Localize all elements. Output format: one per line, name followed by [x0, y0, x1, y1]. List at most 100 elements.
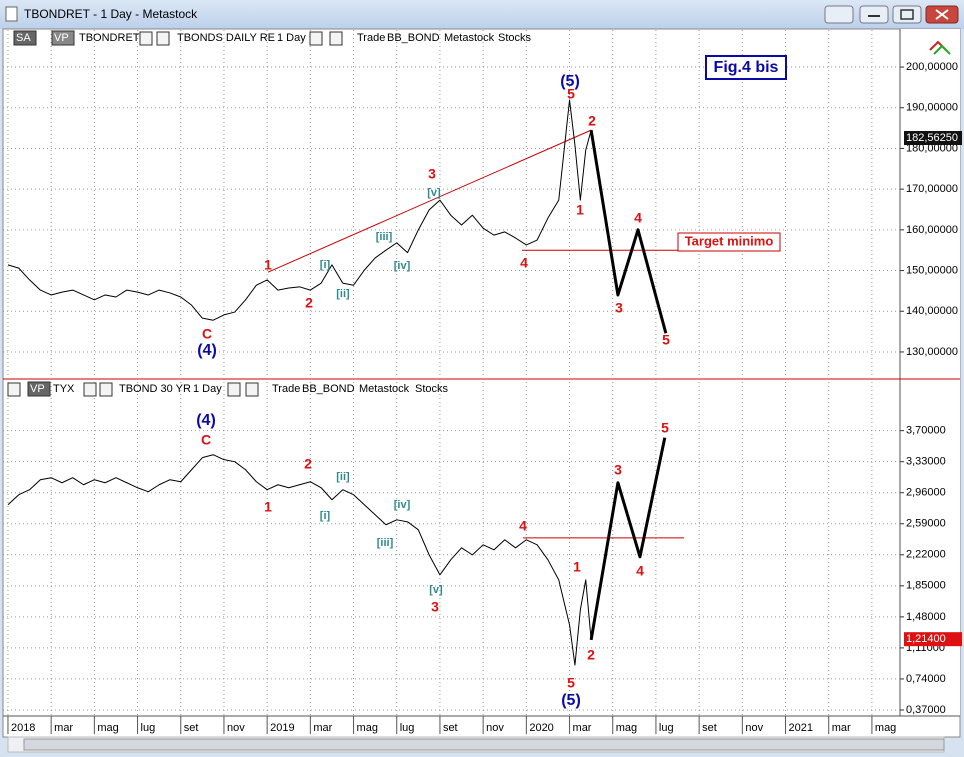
header-text: TBOND 30 YR	[119, 383, 191, 395]
last-price-tag	[904, 131, 962, 146]
x-tick-label: set	[184, 722, 199, 734]
wave-label: [iii]	[377, 537, 394, 549]
toolbar-icon[interactable]	[929, 40, 951, 55]
x-tick-label: 2019	[270, 722, 294, 734]
x-tick-label: 2020	[529, 722, 553, 734]
y-tick-label: 2,96000	[906, 487, 946, 499]
wave-label: 2	[304, 456, 312, 472]
y-tick-label: 0,74000	[906, 673, 946, 685]
x-tick-label: nov	[227, 722, 245, 734]
wave-label: 5	[662, 332, 670, 348]
x-tick-label: lug	[400, 722, 415, 734]
wave-label: [iv]	[394, 260, 411, 272]
y-tick-label: 2,59000	[906, 518, 946, 530]
x-tick-label: mag	[875, 722, 896, 734]
x-tick-label: mar	[54, 722, 73, 734]
header-text: VP	[54, 32, 69, 44]
x-tick-label: mar	[832, 722, 851, 734]
x-tick-label: lug	[141, 722, 156, 734]
x-tick-label: set	[443, 722, 458, 734]
wave-label: 4	[636, 563, 644, 579]
wave-label: 1	[264, 499, 272, 515]
x-tick-label: lug	[659, 722, 674, 734]
wave-label: (4)	[197, 342, 217, 359]
wave-label: 4	[520, 255, 528, 271]
symbol-label: TBONDRET	[79, 32, 140, 44]
wave-label: 3	[428, 166, 436, 182]
x-tick-label: mag	[616, 722, 637, 734]
target-label: Target minimo	[685, 233, 774, 248]
x-tick-label: nov	[486, 722, 504, 734]
target-box	[677, 232, 781, 252]
header-text: BB_BOND	[302, 383, 355, 395]
header-text: Trade	[357, 32, 385, 44]
wave-label: [iv]	[394, 499, 411, 511]
wave-label: C	[202, 326, 212, 342]
wave-label: 1	[576, 202, 584, 218]
dropdown-button[interactable]	[245, 382, 259, 397]
wave-label: 5	[567, 86, 575, 102]
header-text: VP	[30, 383, 45, 395]
close-icon	[935, 9, 949, 20]
dropdown-button[interactable]	[227, 382, 241, 397]
x-tick-label: mar	[313, 722, 332, 734]
dropdown-button[interactable]	[156, 31, 170, 46]
wave-label: (5)	[561, 692, 581, 709]
dropdown-button[interactable]	[7, 382, 21, 397]
chart-area	[2, 28, 961, 738]
y-tick-label: 3,70000	[906, 425, 946, 437]
wave-label: [i]	[320, 510, 331, 522]
y-tick-label: 180,00000	[906, 142, 958, 154]
y-tick-label: 200,00000	[906, 61, 958, 73]
wave-label: 5	[661, 420, 669, 436]
wave-label: [v]	[429, 584, 443, 596]
scrollbar-thumb[interactable]	[23, 738, 945, 751]
restore-pane-button[interactable]	[824, 5, 854, 24]
header-text: Trade	[272, 383, 300, 395]
header-text: SA	[16, 32, 31, 44]
dropdown-button[interactable]	[329, 31, 343, 46]
header-button[interactable]	[51, 30, 75, 46]
wave-label: 3	[615, 300, 623, 316]
wave-label: 2	[587, 647, 595, 663]
app-icon	[5, 6, 18, 22]
wave-label: 1	[573, 559, 581, 575]
window-title: TBONDRET - 1 Day - Metastock	[24, 7, 198, 21]
last-price-tag	[904, 632, 962, 647]
minimize-button[interactable]	[859, 5, 889, 24]
price-line	[7, 454, 592, 666]
header-button[interactable]	[13, 30, 37, 46]
wave-label: [iii]	[376, 231, 393, 243]
maximize-button[interactable]	[892, 5, 922, 24]
header-text: BB_BOND	[387, 32, 440, 44]
y-tick-label: 1,85000	[906, 580, 946, 592]
y-tick-label: 170,00000	[906, 183, 958, 195]
y-tick-label: 150,00000	[906, 264, 958, 276]
header-text: Metastock	[359, 383, 410, 395]
x-tick-label: set	[702, 722, 717, 734]
symbol-label: TYX	[53, 383, 75, 395]
wave-label: [v]	[427, 187, 441, 199]
dropdown-button[interactable]	[309, 31, 323, 46]
x-tick-label: 2018	[11, 722, 35, 734]
wave-label: 2	[588, 113, 596, 129]
figure-label-box	[705, 55, 787, 80]
wave-label: (4)	[196, 412, 216, 429]
dropdown-button[interactable]	[139, 31, 153, 46]
header-button[interactable]	[27, 381, 51, 397]
dropdown-button[interactable]	[99, 382, 113, 397]
y-tick-label: 130,00000	[906, 346, 958, 358]
y-tick-label: 1,48000	[906, 611, 946, 623]
wave-label: 4	[519, 518, 527, 534]
x-tick-label: mar	[573, 722, 592, 734]
title-bar	[0, 0, 964, 29]
header-text: TBONDS DAILY RE	[177, 32, 275, 44]
wave-label: 4	[634, 210, 642, 226]
dropdown-button[interactable]	[83, 382, 97, 397]
header-text: Stocks	[498, 32, 532, 44]
price-line	[7, 99, 592, 321]
wave-label: [ii]	[336, 471, 350, 483]
header-text: Stocks	[415, 383, 449, 395]
wave-label: 3	[431, 599, 439, 615]
